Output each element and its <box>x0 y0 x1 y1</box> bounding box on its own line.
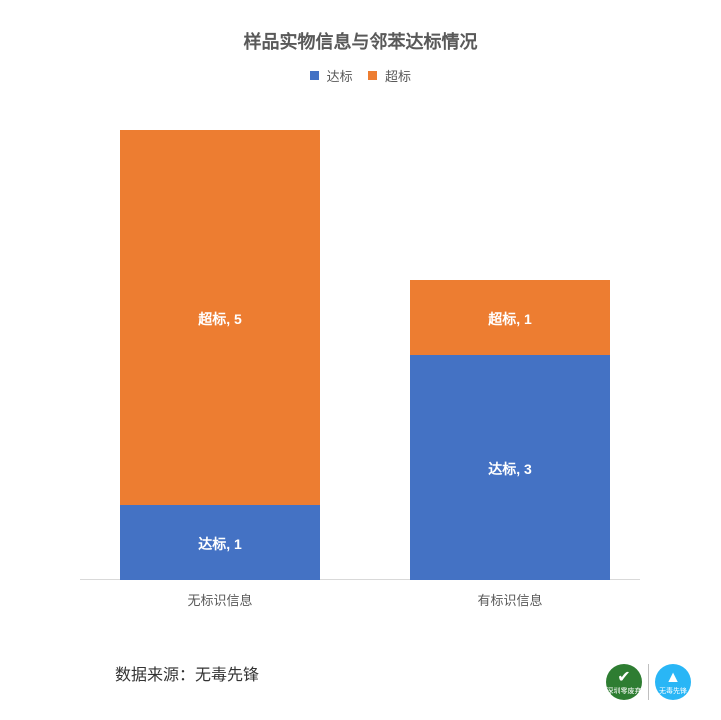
legend-swatch <box>310 71 319 80</box>
bar-segment-chaobiao: 超标, 1 <box>410 280 610 355</box>
bar-segment-chaobiao: 超标, 5 <box>120 130 320 505</box>
logo-divider <box>648 664 649 700</box>
x-tick-label: 有标识信息 <box>410 590 610 609</box>
logo-group: ✔ 深圳零废弃 ▲ 无毒先锋 <box>606 664 691 700</box>
plot-area: 达标, 1 超标, 5 无标识信息 达标, 3 超标, 1 有标识信息 <box>80 130 640 580</box>
source-label: 数据来源： <box>115 667 195 684</box>
triangle-icon: ▲ <box>665 670 681 686</box>
logo-left: ✔ 深圳零废弃 <box>606 664 642 700</box>
legend-label: 达标 <box>327 69 353 84</box>
logo-caption: 无毒先锋 <box>659 688 687 695</box>
bar-segment-dabiao: 达标, 3 <box>410 355 610 580</box>
bar-label: 超标, 5 <box>120 309 320 329</box>
source-value: 无毒先锋 <box>195 667 259 684</box>
legend: 达标 超标 <box>0 66 721 85</box>
legend-label: 超标 <box>385 69 411 84</box>
bar-segment-dabiao: 达标, 1 <box>120 505 320 580</box>
bar-group-0: 达标, 1 超标, 5 无标识信息 <box>120 130 320 580</box>
bar-label: 超标, 1 <box>410 309 610 329</box>
source-footer: 数据来源：无毒先锋 <box>115 661 259 685</box>
bar-label: 达标, 3 <box>410 459 610 479</box>
logo-right: ▲ 无毒先锋 <box>655 664 691 700</box>
bar-label: 达标, 1 <box>120 534 320 554</box>
logo-caption: 深圳零废弃 <box>607 688 642 695</box>
legend-swatch <box>368 71 377 80</box>
chart-container: 样品实物信息与邻苯达标情况 达标 超标 达标, 1 超标, 5 无标识信息 达标… <box>0 0 721 720</box>
x-tick-label: 无标识信息 <box>120 590 320 609</box>
legend-item-dabiao: 达标 <box>310 66 353 85</box>
legend-item-chaobiao: 超标 <box>368 66 411 85</box>
checkmark-icon: ✔ <box>617 670 630 686</box>
bar-group-1: 达标, 3 超标, 1 有标识信息 <box>410 280 610 580</box>
chart-title: 样品实物信息与邻苯达标情况 <box>0 0 721 54</box>
